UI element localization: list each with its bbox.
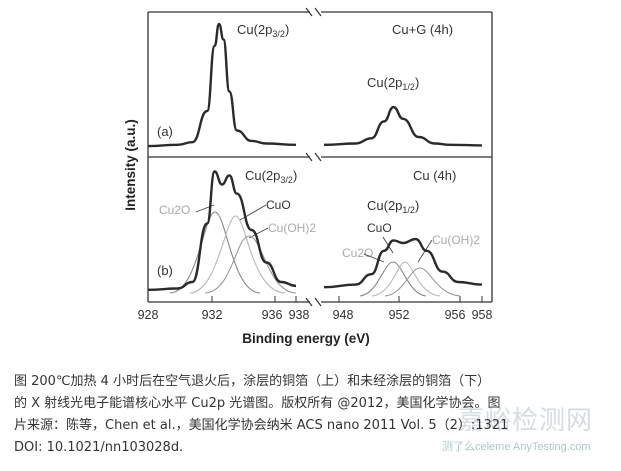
spectrum-line-panel-b-right — [323, 237, 483, 289]
component-label-cu2o-left: Cu2O — [159, 203, 190, 217]
caption-line-1: 图 200℃加热 4 小时后在空气退火后，涂层的铜箔（上）和未经涂层的铜箔（下） — [14, 374, 491, 389]
peak-label-a-1-2: Cu(2p1/2) — [367, 75, 419, 92]
watermark-sub-text: 测了么celeme — [442, 441, 511, 453]
panel-frame — [147, 11, 493, 303]
caption-line-3: 片来源：陈等，Chen et al.，美国化学协会纳米 ACS nano 201… — [14, 418, 509, 433]
figure-caption: 图 200℃加热 4 小时后在空气退火后，涂层的铜箔（上）和未经涂层的铜箔（下）… — [14, 371, 614, 459]
peak-label-b-3-2: Cu(2p3/2) — [245, 168, 297, 185]
peak-label-b-1-2: Cu(2p1/2) — [367, 198, 419, 215]
sample-label-b: Cu (4h) — [413, 168, 456, 183]
x-tick-label: 932 — [202, 308, 223, 322]
watermark-url: AnyTesting.com — [512, 441, 591, 453]
x-tick-label: 956 — [445, 308, 466, 322]
component-label-cu2o-right: Cu2O — [342, 246, 373, 260]
spectra-layer — [147, 22, 483, 291]
xps-figure: Intensity (a.u.) 928 932 936 — [123, 7, 493, 346]
component-label-cuoh2-right: Cu(OH)2 — [432, 233, 480, 247]
x-tick-label: 928 — [138, 308, 159, 322]
watermark-sub: 测了么celeme AnyTesting.com — [442, 438, 591, 454]
fitted-components — [169, 211, 461, 297]
axis-break-marks — [305, 7, 322, 307]
x-tick-label: 936 — [262, 308, 283, 322]
sample-label-a: Cu+G (4h) — [392, 22, 453, 37]
caption-line-4: DOI: 10.1021/nn103028d. — [14, 440, 184, 455]
spectrum-line-panel-b-left — [147, 170, 297, 291]
x-tick-label: 952 — [389, 308, 410, 322]
caption-line-2: 的 X 射线光电子能谱核心水平 Cu2p 光谱图。版权所有 @2012，美国化学… — [14, 396, 501, 411]
x-ticks — [147, 296, 483, 302]
spectrum-line-panel-a-right — [323, 105, 483, 147]
x-tick-labels: 928 932 936 938 948 952 956 958 — [138, 308, 493, 322]
component-label-cuo-right: CuO — [367, 221, 392, 235]
component-label-cuo-left: CuO — [266, 198, 291, 212]
panel-label-b: (b) — [157, 263, 173, 278]
x-tick-label: 938 — [289, 308, 310, 322]
x-axis-title: Binding energy (eV) — [242, 331, 370, 346]
watermark-logo-text: 嘉峪检测网 — [458, 406, 594, 436]
x-tick-label: 958 — [472, 308, 493, 322]
spectrum-line-panel-a-left — [147, 22, 297, 148]
panel-label-a: (a) — [157, 124, 173, 139]
y-axis-title: Intensity (a.u.) — [123, 119, 138, 211]
component-label-cuoh2-left: Cu(OH)2 — [268, 221, 316, 235]
peak-label-a-3-2: Cu(2p3/2) — [237, 22, 289, 39]
x-tick-label: 948 — [333, 308, 354, 322]
